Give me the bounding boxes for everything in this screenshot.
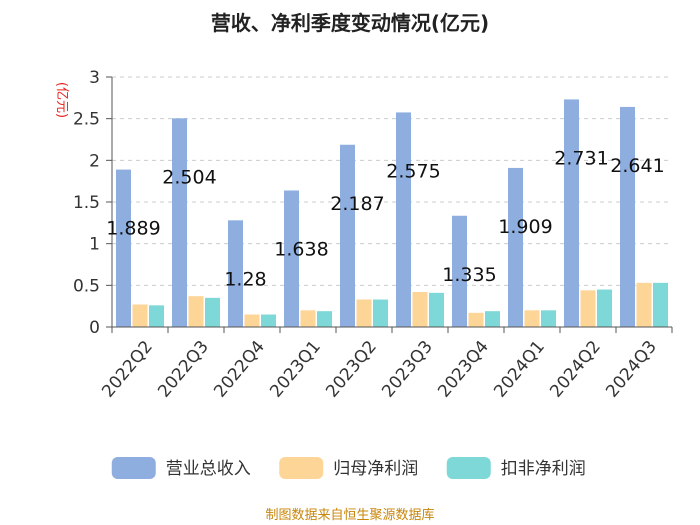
x-axis: 2022Q22022Q32022Q42023Q12023Q22023Q32023… <box>98 326 673 402</box>
bar <box>132 304 148 327</box>
bar <box>356 299 372 327</box>
data-label: 2.575 <box>386 160 440 182</box>
data-label: 2.504 <box>162 166 216 188</box>
legend-label: 归母净利润 <box>333 459 418 479</box>
data-label: 2.187 <box>330 193 384 215</box>
x-tick-label: 2024Q3 <box>602 337 661 402</box>
legend-label: 扣非净利润 <box>501 459 586 479</box>
bar <box>116 169 131 327</box>
x-tick-label: 2024Q2 <box>546 337 605 402</box>
bar <box>620 106 635 328</box>
y-axis: 0 0.5 1 1.5 2 2.5 3 <box>73 68 113 338</box>
y-tick-label: 2.5 <box>73 110 100 130</box>
x-tick-label: 2023Q3 <box>378 337 437 402</box>
bar <box>188 296 204 327</box>
x-tick-label: 2022Q3 <box>154 337 213 402</box>
legend-swatch <box>279 457 324 479</box>
bars <box>116 99 668 328</box>
data-label: 1.889 <box>106 218 160 240</box>
bar <box>373 299 388 327</box>
bar <box>340 144 355 327</box>
bar <box>541 310 556 327</box>
bar <box>653 282 668 327</box>
bar <box>228 220 243 327</box>
x-tick-label: 2023Q1 <box>266 337 325 402</box>
bar <box>429 292 444 327</box>
bar <box>636 282 652 327</box>
chart-title: 营收、净利季度变动情况(亿元) <box>211 11 489 35</box>
data-label: 2.641 <box>610 155 664 177</box>
bar <box>300 310 316 327</box>
bar <box>205 297 220 327</box>
x-tick-label: 2023Q4 <box>434 337 493 402</box>
y-tick-label: 3 <box>89 68 100 88</box>
data-label: 2.731 <box>554 147 608 169</box>
x-tick-label: 2022Q2 <box>98 337 157 402</box>
legend: 营业总收入 归母净利润 扣非净利润 <box>111 457 586 479</box>
bar <box>317 311 332 327</box>
x-tick-label: 2024Q1 <box>490 337 549 402</box>
bar <box>172 118 187 327</box>
bar <box>261 314 276 327</box>
y-tick-label: 0 <box>89 318 100 338</box>
data-label: 1.638 <box>274 239 328 261</box>
data-label: 1.335 <box>442 264 496 286</box>
bar <box>508 167 523 327</box>
source-note: 制图数据来自恒生聚源数据库 <box>265 507 434 523</box>
y-tick-label: 1 <box>89 235 100 255</box>
x-tick-label: 2022Q4 <box>210 337 269 402</box>
bar <box>580 290 596 327</box>
bar <box>452 215 467 327</box>
bar <box>597 289 612 327</box>
bar <box>524 310 540 327</box>
bar <box>284 190 299 327</box>
y-tick-label: 2 <box>89 151 100 171</box>
bar <box>468 312 484 327</box>
bar <box>244 314 260 327</box>
y-tick-label: 1.5 <box>73 193 100 213</box>
x-tick-label: 2023Q2 <box>322 337 381 402</box>
bar <box>485 311 500 327</box>
data-label: 1.28 <box>224 268 266 290</box>
legend-swatch <box>111 457 156 479</box>
y-tick-label: 0.5 <box>73 276 100 296</box>
bar <box>396 112 411 328</box>
y-axis-unit-label: (亿元) <box>54 82 69 118</box>
bar <box>564 99 579 328</box>
legend-swatch <box>446 457 491 479</box>
bar <box>412 292 428 327</box>
data-label: 1.909 <box>498 216 552 238</box>
legend-label: 营业总收入 <box>166 459 251 479</box>
bar <box>149 305 164 327</box>
